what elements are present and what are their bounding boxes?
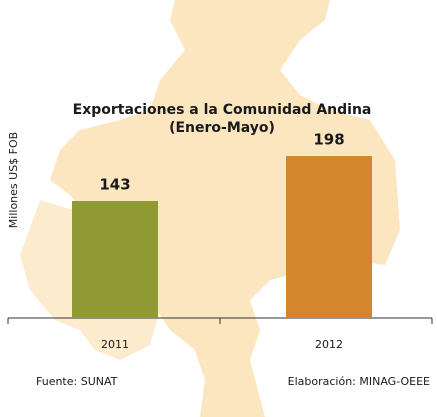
data-label: 198	[313, 131, 344, 149]
y-axis-label: Millones US$ FOB	[7, 132, 20, 228]
data-label: 143	[99, 176, 130, 194]
x-tick-label: 2012	[315, 338, 343, 351]
bar	[72, 201, 158, 318]
chart-subtitle: (Enero-Mayo)	[169, 120, 275, 136]
bar	[286, 156, 372, 318]
x-tick-label: 2011	[101, 338, 129, 351]
chart-title: Exportaciones a la Comunidad Andina	[73, 102, 372, 118]
source: Fuente: SUNAT	[36, 375, 118, 388]
credit: Elaboración: MINAG-OEEE	[288, 375, 430, 388]
